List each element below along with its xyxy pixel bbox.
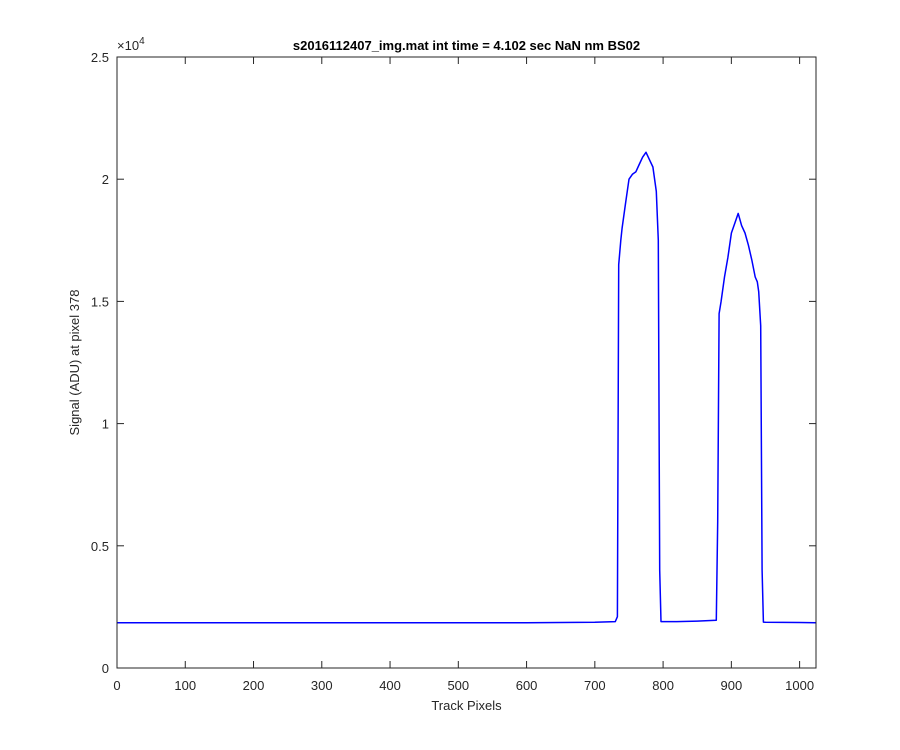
y-tick-label: 1.5 xyxy=(91,294,109,309)
series-line-0 xyxy=(117,151,817,624)
x-tick-label: 700 xyxy=(584,678,606,693)
x-tick-label: 800 xyxy=(652,678,674,693)
x-tick-label: 600 xyxy=(516,678,538,693)
chart-title: s2016112407_img.mat int time = 4.102 sec… xyxy=(293,38,640,53)
y-tick-label: 1 xyxy=(102,417,109,432)
series-group xyxy=(117,151,817,624)
axes-box xyxy=(116,56,817,669)
y-tick-label: 2.5 xyxy=(91,50,109,65)
y-tick-label: 0 xyxy=(102,661,109,676)
y-exponent-base: ×10 xyxy=(117,38,139,53)
y-tick-label: 2 xyxy=(102,172,109,187)
y-exponent-label: ×104 xyxy=(117,36,145,53)
x-tick-label: 1000 xyxy=(785,678,814,693)
x-tick-label: 400 xyxy=(379,678,401,693)
x-tick-label: 500 xyxy=(447,678,469,693)
x-axis-label: Track Pixels xyxy=(431,698,502,713)
tick-group: 0 100 200 300 400 500 600 700 800 900 1000 0 0.5 1 1.5… xyxy=(91,50,816,693)
y-axis-label: Signal (ADU) at pixel 378 xyxy=(67,290,82,436)
x-tick-label: 200 xyxy=(243,678,265,693)
y-tick-label: 0.5 xyxy=(91,539,109,554)
x-tick-label: 900 xyxy=(721,678,743,693)
axes-group xyxy=(116,56,817,669)
x-tick-label: 100 xyxy=(174,678,196,693)
x-tick-label: 0 xyxy=(113,678,120,693)
x-tick-label: 300 xyxy=(311,678,333,693)
y-exponent-power: 4 xyxy=(139,36,145,47)
plot-area xyxy=(117,57,816,668)
